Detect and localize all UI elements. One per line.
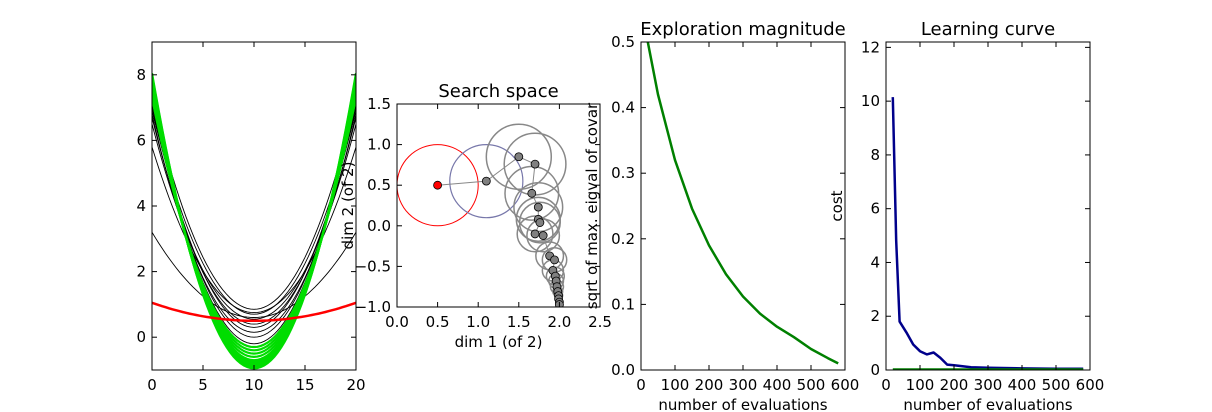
x-tick-label: 600: [831, 376, 860, 394]
y-tick-label: 6: [870, 200, 880, 218]
x-tick-label: 200: [940, 376, 969, 394]
y-tick-label: 2: [870, 307, 880, 325]
mean-point: [530, 229, 540, 239]
y-tick-label: 0.0: [367, 217, 391, 235]
x-tick-label: 300: [729, 376, 758, 394]
x-tick-label: 100: [661, 376, 690, 394]
x-tick-label: 2.0: [547, 313, 571, 331]
x-tick-label: 1.0: [466, 313, 490, 331]
x-tick-label: 0: [147, 376, 157, 394]
y-tick-label: 4: [136, 197, 146, 215]
rollouts-panel: 0 5 10 15 20 0 2 4 6 8: [136, 41, 366, 394]
y-tick-label: 0: [136, 328, 146, 346]
y-tick-label: 1.5: [367, 95, 391, 113]
initial-rollout-curve: [152, 231, 356, 318]
y-tick-label: 8: [870, 146, 880, 164]
y-axis-label: cost: [828, 190, 846, 221]
x-tick-label: 400: [763, 376, 792, 394]
chart-title: Learning curve: [921, 19, 1055, 40]
x-tick-label: 300: [974, 376, 1003, 394]
series-line: [646, 42, 839, 365]
y-tick-label: 0.4: [611, 99, 635, 117]
mean-point: [514, 152, 524, 162]
covariance-circle: [526, 218, 561, 253]
covariance-circle: [485, 123, 553, 191]
learning-curve-panel: 0 100 200 300 400 500 600 0 2 4 6 8 10 12 Learning cur…: [828, 19, 1104, 412]
x-axis-label: number of evaluations: [658, 396, 827, 412]
covariance-circle: [516, 215, 554, 253]
covariance-circle: [518, 201, 561, 244]
x-tick-label: 100: [906, 376, 935, 394]
mean-point: [550, 255, 559, 265]
initial-rollout-curve: [152, 100, 356, 310]
chart-title: Exploration magnitude: [640, 19, 845, 40]
x-tick-label: 5: [198, 376, 208, 394]
x-tick-label: 2.5: [588, 313, 612, 331]
series-line: [891, 97, 1084, 370]
x-tick-label: 400: [1008, 376, 1037, 394]
mean-point: [535, 218, 545, 227]
x-tick-label: 0: [636, 376, 646, 394]
x-tick-label: 500: [797, 376, 826, 394]
initial-rollout-curve: [152, 117, 356, 325]
plot-area: [646, 42, 839, 365]
first-update-covariance-circle: [449, 144, 524, 219]
first-update-mean-point: [481, 176, 491, 186]
plot-area: [891, 97, 1084, 370]
y-tick-label: 1.0: [367, 136, 391, 154]
reference-curve: [152, 301, 356, 323]
x-tick-label: 10: [244, 376, 263, 394]
y-tick-label: 8: [136, 66, 146, 84]
mean-point: [527, 188, 537, 198]
y-tick-label: 12: [861, 38, 880, 56]
y-tick-label: −0.5: [355, 257, 391, 275]
initial-rollout-curve: [152, 146, 356, 314]
x-tick-label: 500: [1042, 376, 1071, 394]
y-tick-label: 6: [136, 131, 146, 149]
y-tick-label: 2: [136, 263, 146, 281]
x-axis-label: dim 1 (of 2): [455, 333, 543, 351]
mean-point: [530, 159, 540, 169]
x-tick-label: 600: [1076, 376, 1105, 394]
y-tick-label: 0.1: [611, 295, 635, 313]
plot-area: [152, 73, 356, 370]
y-tick-label: 4: [870, 253, 880, 271]
y-tick-label: 0.3: [611, 164, 635, 182]
x-tick-label: 20: [346, 376, 365, 394]
initial-mean-point: [433, 180, 443, 190]
x-tick-label: 0.5: [426, 313, 450, 331]
plot-area: [397, 123, 568, 307]
x-tick-label: 200: [695, 376, 724, 394]
y-axis-label: dim 2 (of 2): [339, 162, 357, 250]
y-tick-label: 10: [861, 92, 880, 110]
y-tick-label: 0: [870, 361, 880, 379]
x-axis-label: number of evaluations: [903, 396, 1072, 412]
initial-covariance-circle: [397, 144, 479, 227]
axes-frame: [640, 41, 846, 371]
exploration-magnitude-panel: 0 100 200 300 400 500 600 0.0 0.1 0.2 0.3 0.4 0.5 Exp…: [583, 19, 859, 412]
y-tick-label: 0.5: [611, 33, 635, 51]
y-axis-label: sqrt of max. eigval of covar: [583, 102, 601, 309]
axes-frame: [885, 41, 1091, 371]
x-tick-label: 0: [881, 376, 891, 394]
mean-point: [538, 231, 548, 240]
y-tick-label: 0.5: [367, 176, 391, 194]
x-tick-label: 15: [295, 376, 314, 394]
x-tick-label: 1.5: [507, 313, 531, 331]
y-tick-label: 0.0: [611, 361, 635, 379]
y-tick-label: −1.0: [355, 298, 391, 316]
initial-rollout-curve: [152, 107, 356, 328]
chart-title: Search space: [438, 81, 558, 102]
x-tick-label: 0.0: [385, 313, 409, 331]
initial-rollout-curve: [152, 110, 356, 315]
y-tick-label: 0.2: [611, 230, 635, 248]
mean-point: [533, 202, 543, 212]
search-space-panel: 0.0 0.5 1.0 1.5 2.0 2.5 −1.0 −0.5 0.0 0.5 1.0 1.5 Se…: [339, 81, 612, 351]
axes-frame: [396, 103, 601, 308]
